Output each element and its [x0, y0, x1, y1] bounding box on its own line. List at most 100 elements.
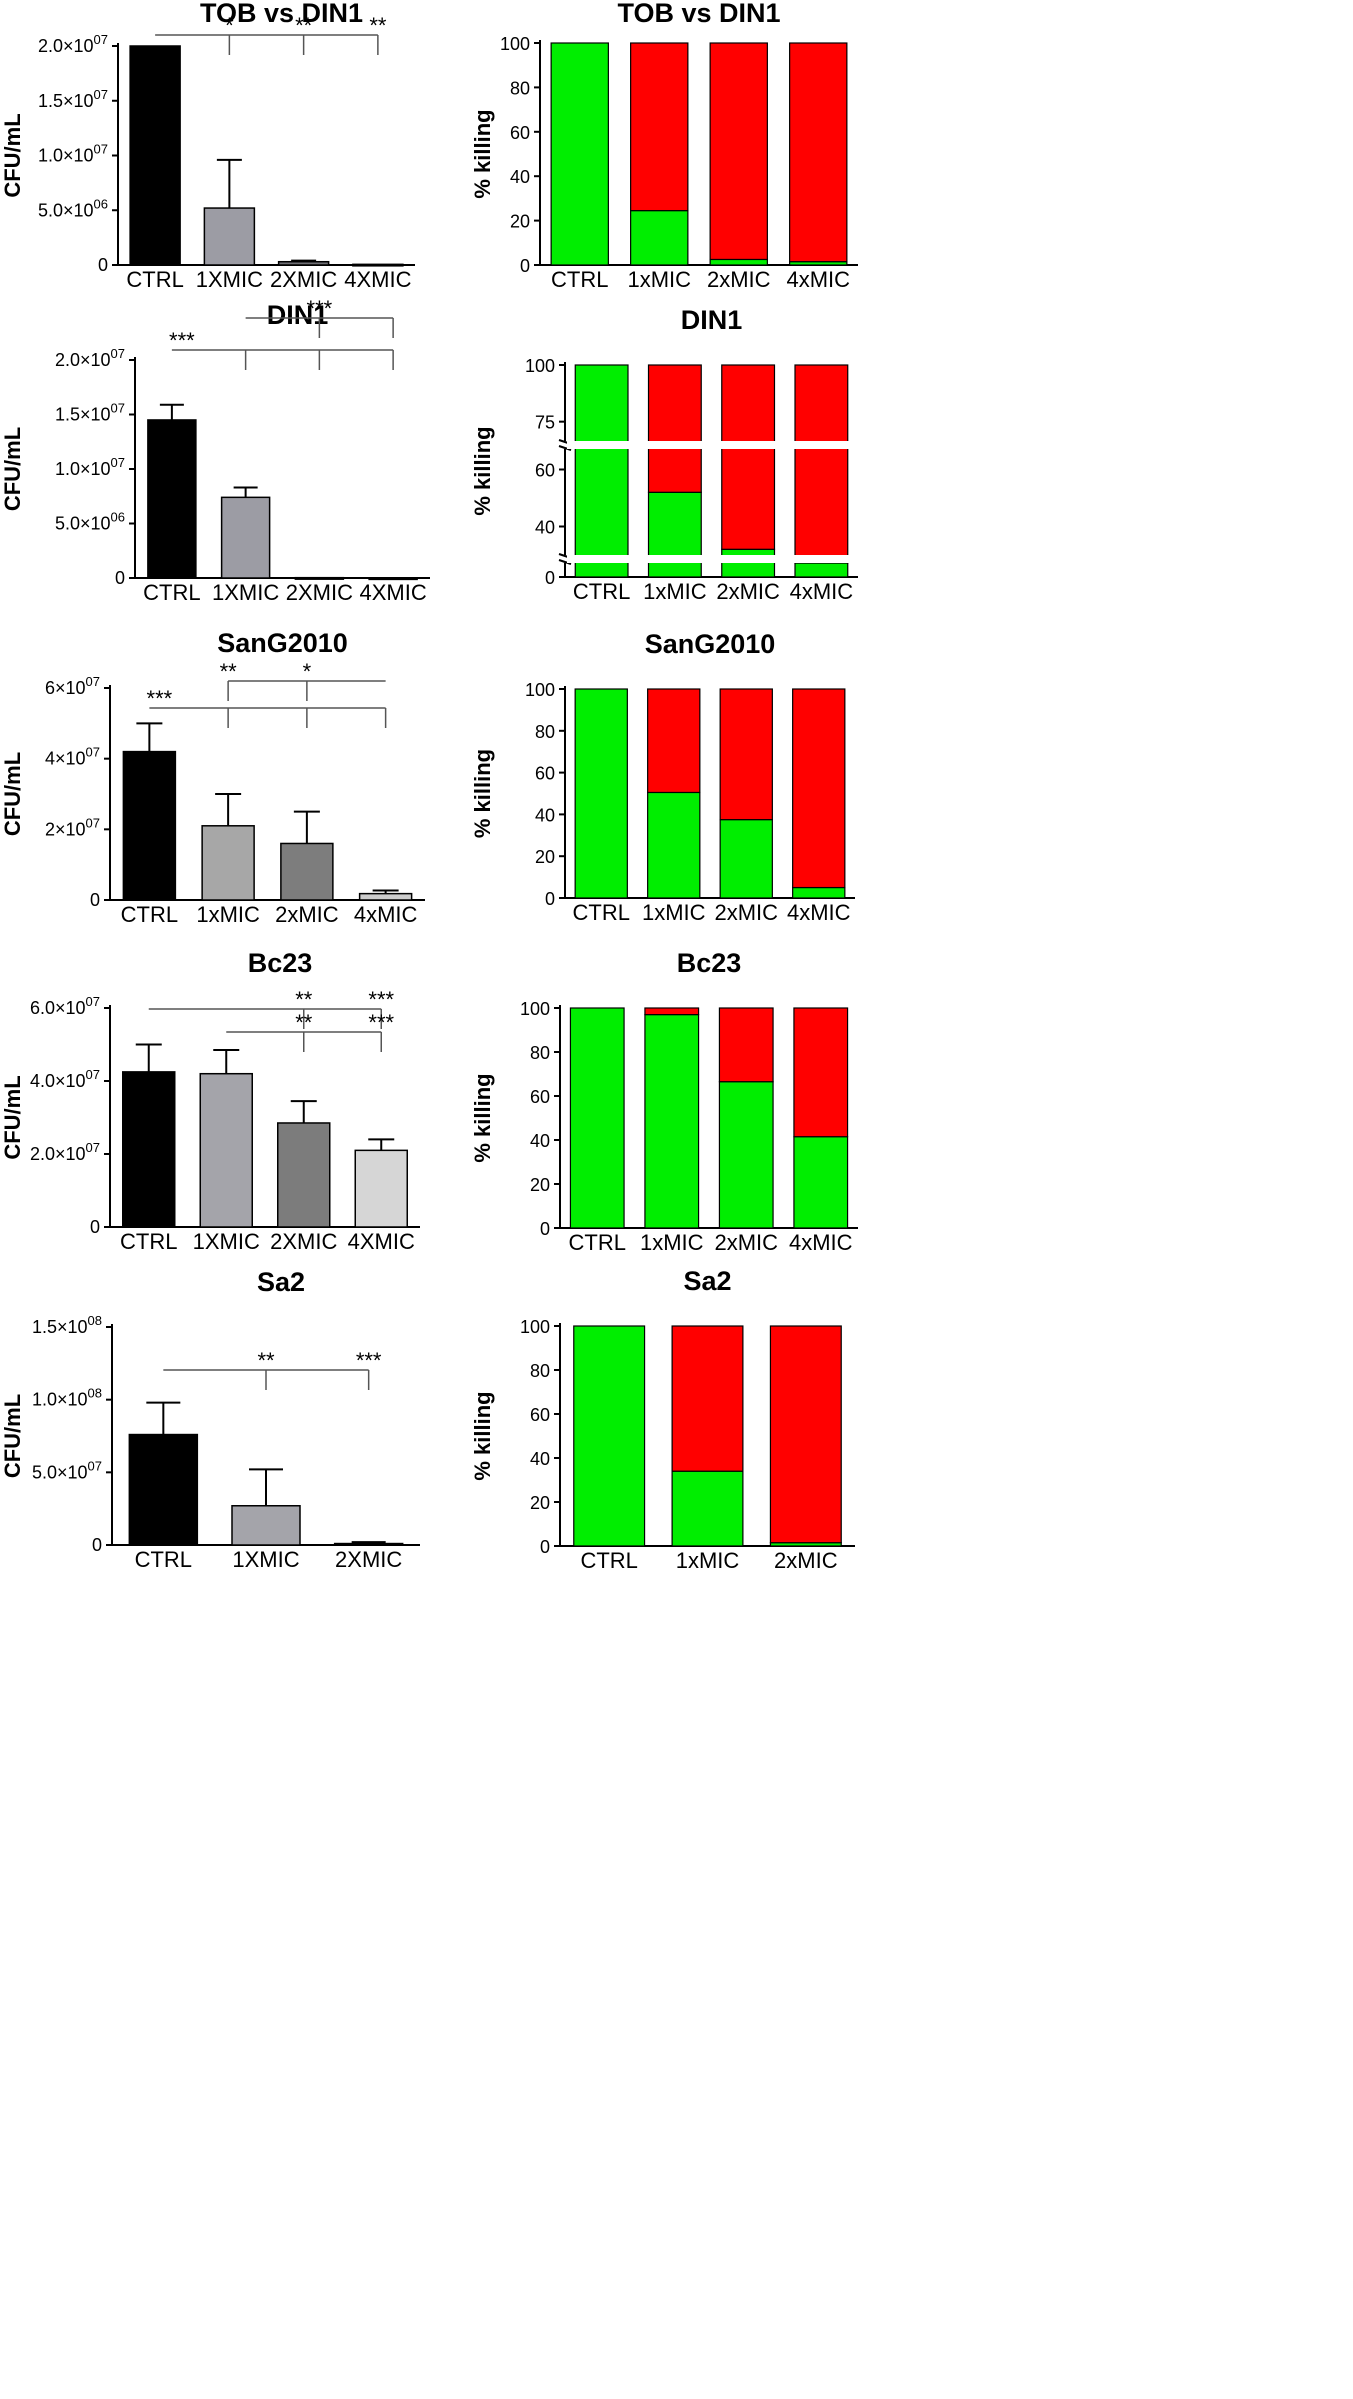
- bar-4xmic-killed: [793, 1007, 849, 1138]
- significance-stars: **: [295, 987, 313, 1012]
- y-tick-label: 1.5×1007: [55, 401, 125, 425]
- y-tick-label: 80: [535, 722, 555, 742]
- bar-2xmic-killed: [721, 364, 776, 550]
- bar-2xmic-killed: [709, 42, 768, 261]
- y-tick-label: 6.0×1007: [30, 994, 100, 1018]
- bar-1xmic-killed: [630, 42, 689, 212]
- significance-stars: **: [257, 1348, 275, 1373]
- y-tick-label: 40: [535, 518, 555, 538]
- x-tick-label: 2xMIC: [774, 1548, 838, 1573]
- y-tick-label: 2.0×1007: [38, 32, 108, 56]
- y-axis-label: CFU/mL: [0, 427, 25, 511]
- chart-title: SanG2010: [645, 629, 776, 659]
- chart-title: TOB vs DIN1: [200, 0, 363, 28]
- bar-1xmic: [231, 1505, 301, 1546]
- y-tick-label: 4×1007: [45, 745, 100, 769]
- y-tick-label: 60: [530, 1087, 550, 1107]
- axis-break-mark: [558, 559, 572, 565]
- y-tick-label: 1.5×1007: [38, 87, 108, 111]
- x-tick-label: 4xMIC: [789, 1230, 853, 1255]
- sang2010-cfu-chart: SanG2010 CFU/mL 0 2×1007 4×1007 6×1007 CTRL 1xM…: [0, 628, 425, 927]
- y-tick-label: 2.0×1007: [55, 346, 125, 370]
- x-tick-label: 2xMIC: [275, 902, 339, 927]
- sa2-killing-chart: Sa2 % killing 0 20 40 60 80 100 CTRL 1xMIC 2xMIC: [470, 1266, 855, 1573]
- bar-1xmic-killed: [647, 688, 701, 794]
- bar-4xmic-killed: [792, 688, 846, 889]
- significance-stars: ***: [147, 686, 173, 711]
- axis-break-band: [567, 441, 860, 449]
- bar-ctrl-surviving: [574, 364, 629, 578]
- bar-ctrl: [129, 45, 181, 266]
- x-tick-label: 4xMIC: [786, 267, 850, 292]
- bar-1xmic-killed: [647, 364, 702, 493]
- bar-1xmic-surviving: [644, 1014, 700, 1229]
- bar-4xmic-surviving: [794, 562, 849, 578]
- y-tick-label: 4.0×1007: [30, 1067, 100, 1091]
- tob-din1-cfu-chart: TOB vs DIN1 CFU/mL 0 5.0×1006 1.0×1007 1.5×10…: [0, 0, 415, 292]
- y-axis-label: CFU/mL: [0, 1075, 25, 1159]
- bar-4xmic: [358, 892, 413, 901]
- bar-2xmic: [280, 842, 334, 901]
- x-tick-label: 4XMIC: [348, 1229, 415, 1254]
- y-tick-label: 40: [535, 805, 555, 825]
- y-tick-label: 60: [535, 764, 555, 784]
- y-tick-label: 80: [530, 1361, 550, 1381]
- bar-1xmic: [201, 825, 255, 901]
- x-tick-label: 1xMIC: [643, 579, 707, 604]
- x-tick-label: 1XMIC: [232, 1547, 299, 1572]
- bar-2xmic-surviving: [719, 819, 773, 899]
- bar-2xmic-surviving: [709, 258, 768, 266]
- chart-title: Bc23: [248, 948, 313, 978]
- x-tick-label: 1xMIC: [196, 902, 260, 927]
- x-tick-label: 4xMIC: [787, 900, 851, 925]
- significance-stars: ***: [307, 296, 333, 321]
- din1-cfu-chart: DIN1 CFU/mL 0 5.0×1006 1.0×1007 1.5×1007 2.0×1…: [0, 296, 430, 605]
- x-tick-label: 1xMIC: [642, 900, 706, 925]
- x-tick-label: CTRL: [126, 267, 183, 292]
- y-tick-label: 100: [525, 356, 555, 376]
- x-tick-label: 4xMIC: [790, 579, 854, 604]
- y-tick-label: 1.0×1008: [32, 1386, 102, 1410]
- y-tick-label: 0: [545, 889, 555, 909]
- x-tick-label: 4XMIC: [344, 267, 411, 292]
- bar-1xmic: [199, 1072, 253, 1228]
- x-tick-label: 2xMIC: [707, 267, 771, 292]
- bar-1xmic-surviving: [647, 791, 701, 899]
- x-tick-label: CTRL: [135, 1547, 192, 1572]
- x-tick-label: 4XMIC: [360, 580, 427, 605]
- y-tick-label: 2.0×1007: [30, 1140, 100, 1164]
- din1-killing-chart: DIN1 % killing 0 40 60 75 100 CTRL 1xMIC 2xMIC 4xM…: [470, 305, 860, 604]
- y-tick-label: 75: [535, 413, 555, 433]
- y-tick-label: 40: [530, 1449, 550, 1469]
- y-tick-label: 100: [500, 34, 530, 54]
- bar-2xmic: [277, 260, 330, 266]
- x-tick-label: 1xMIC: [640, 1230, 704, 1255]
- y-tick-label: 40: [510, 167, 530, 187]
- significance-stars: ***: [356, 1348, 382, 1373]
- bar-ctrl: [122, 750, 177, 901]
- y-tick-label: 20: [535, 847, 555, 867]
- y-tick-label: 0: [545, 568, 555, 588]
- y-tick-label: 5.0×1007: [32, 1458, 102, 1482]
- y-tick-label: 20: [530, 1493, 550, 1513]
- chart-title: DIN1: [267, 300, 329, 330]
- x-tick-label: 1XMIC: [196, 267, 263, 292]
- bar-1xmic-killed: [671, 1325, 744, 1472]
- y-tick-label: 40: [530, 1131, 550, 1151]
- y-axis-label: % killing: [470, 426, 495, 515]
- y-tick-label: 20: [510, 212, 530, 232]
- bar-2xmic-surviving: [721, 548, 776, 578]
- y-tick-label: 0: [92, 1535, 102, 1555]
- x-tick-label: 2xMIC: [716, 579, 780, 604]
- significance-stars: ***: [368, 1010, 394, 1035]
- sa2-cfu-chart: Sa2 CFU/mL 0 5.0×1007 1.0×1008 1.5×1008 CTRL 1X…: [0, 1267, 420, 1572]
- bar-4xmic-surviving: [793, 1136, 849, 1229]
- sang2010-killing-chart: SanG2010 % killing 0 20 40 60 80 100 CTRL 1xMIC 2x…: [470, 629, 855, 925]
- y-axis-label: CFU/mL: [0, 1394, 25, 1478]
- bar-2xmic-killed: [718, 1007, 774, 1083]
- x-tick-label: CTRL: [551, 267, 608, 292]
- bar-ctrl-surviving: [574, 688, 628, 899]
- bar-1xmic-surviving: [647, 491, 702, 578]
- tob-din1-killing-chart: TOB vs DIN1 % killing 0 20 40 60 80 100 CTRL 1xMI…: [470, 0, 858, 292]
- significance-stars: *: [225, 13, 234, 38]
